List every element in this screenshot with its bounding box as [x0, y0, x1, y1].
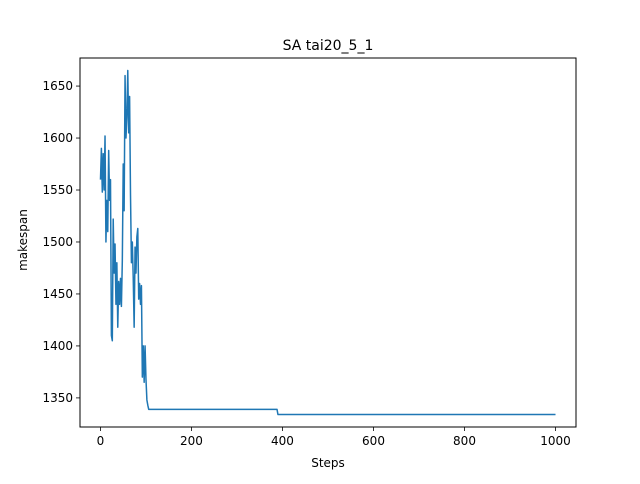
series-line-0 — [99, 69, 556, 416]
y-tick-label: 1350 — [42, 391, 73, 405]
x-tick-label: 1000 — [540, 434, 571, 448]
x-ticks: 0 200 400 600 800 1000 — [97, 427, 571, 448]
y-tick-label: 1600 — [42, 131, 73, 145]
x-tick-label: 600 — [362, 434, 385, 448]
series-layer — [99, 69, 556, 416]
x-tick-label: 200 — [180, 434, 203, 448]
x-tick-label: 0 — [97, 434, 105, 448]
y-tick-label: 1450 — [42, 287, 73, 301]
x-tick-label: 400 — [271, 434, 294, 448]
x-tick-label: 800 — [453, 434, 476, 448]
y-ticks: 1350 1400 1450 1500 1550 1600 1650 — [42, 79, 80, 405]
chart-title: SA tai20_5_1 — [283, 38, 374, 54]
y-tick-label: 1400 — [42, 339, 73, 353]
x-axis-label: Steps — [311, 456, 345, 470]
plot-frame — [79, 57, 577, 428]
y-axis-label: makespan — [16, 209, 30, 271]
y-tick-label: 1500 — [42, 235, 73, 249]
y-tick-label: 1550 — [42, 183, 73, 197]
y-tick-label: 1650 — [42, 79, 73, 93]
